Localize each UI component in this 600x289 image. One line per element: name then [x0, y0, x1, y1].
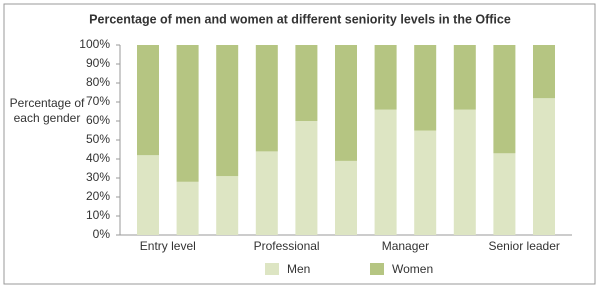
frame [3, 3, 596, 285]
y-tick-label: 70% [86, 94, 110, 108]
bar-segment [493, 153, 516, 235]
bar-segment [374, 45, 397, 110]
bar-segment [374, 109, 397, 235]
x-tick-label: Entry level [140, 239, 196, 253]
x-tick-label: Manager [382, 239, 429, 253]
bar-segment [295, 45, 318, 121]
legend-label: Women [392, 262, 433, 276]
bar-segment [335, 45, 357, 161]
bar-segment [533, 45, 555, 99]
x-tick-label: Senior leader [489, 239, 560, 253]
bar-segment [255, 45, 278, 152]
y-axis-label: Percentage of each gender [9, 96, 85, 125]
bar-segment [176, 181, 199, 235]
y-tick-label: 0% [93, 227, 111, 241]
bar-segment [414, 45, 437, 131]
bar-segment [255, 151, 278, 235]
bar-segment [216, 176, 239, 235]
y-tick-label: 90% [86, 56, 110, 70]
y-tick-label: 100% [79, 37, 110, 51]
y-tick-label: 50% [86, 132, 110, 146]
bar-segment [453, 109, 476, 235]
bar-segment [335, 160, 357, 235]
y-tick-label: 40% [86, 151, 110, 165]
y-tick-label: 10% [86, 208, 110, 222]
y-tick-label: 30% [86, 170, 110, 184]
bar-segment [137, 155, 159, 235]
bar-segment [453, 45, 476, 110]
bar-segment [176, 45, 199, 182]
y-tick-label: 80% [86, 75, 110, 89]
legend-swatch [370, 263, 384, 275]
y-tick-label: 60% [86, 113, 110, 127]
bar-segment [137, 45, 159, 156]
bar-segment [216, 45, 239, 177]
bar-segment [414, 130, 437, 235]
bar-segment [493, 45, 516, 154]
x-tick-label: Professional [254, 239, 320, 253]
chart-title: Percentage of men and women at different… [89, 12, 511, 26]
bar-segment [533, 98, 555, 235]
bar-segment [295, 121, 318, 235]
legend-swatch [265, 263, 279, 275]
y-tick-label: 20% [86, 189, 110, 203]
legend-label: Men [287, 262, 310, 276]
